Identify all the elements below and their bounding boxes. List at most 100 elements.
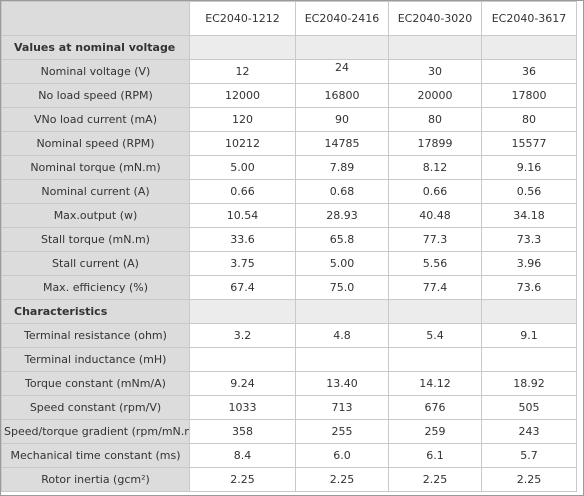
- table-row: Terminal inductance (mH): [1, 347, 577, 372]
- column-header: EC2040-2416: [295, 1, 389, 36]
- value-cell: 36: [481, 59, 577, 84]
- table-row: Nominal current (A) 0.66 0.68 0.66 0.56: [1, 179, 577, 204]
- value-cell: 9.16: [481, 155, 577, 180]
- row-label: Max.output (w): [1, 203, 190, 228]
- value-cell: 33.6: [189, 227, 296, 252]
- row-label: Nominal voltage (V): [1, 59, 190, 84]
- value-cell: 5.4: [388, 323, 482, 348]
- value-cell: 3.75: [189, 251, 296, 276]
- value-cell: 17899: [388, 131, 482, 156]
- value-cell: 6.0: [295, 443, 389, 468]
- value-cell: 8.12: [388, 155, 482, 180]
- row-label: Stall torque (mN.m): [1, 227, 190, 252]
- row-label: Terminal resistance (ohm): [1, 323, 190, 348]
- value-cell: 0.66: [189, 179, 296, 204]
- value-cell: 1033: [189, 395, 296, 420]
- corner-cell: [1, 1, 190, 36]
- header-row: EC2040-1212 EC2040-2416 EC2040-3020 EC20…: [1, 1, 577, 36]
- value-cell: 4.8: [295, 323, 389, 348]
- table-row: Stall current (A) 3.75 5.00 5.56 3.96: [1, 251, 577, 276]
- value-cell: 13.40: [295, 371, 389, 396]
- column-header: EC2040-1212: [189, 1, 296, 36]
- value-cell: 6.1: [388, 443, 482, 468]
- value-cell: 255: [295, 419, 389, 444]
- row-label: Nominal speed (RPM): [1, 131, 190, 156]
- table-row: Rotor inertia (gcm²) 2.25 2.25 2.25 2.25: [1, 467, 577, 492]
- value-cell: 5.7: [481, 443, 577, 468]
- value-cell: 12000: [189, 83, 296, 108]
- value-cell: 3.2: [189, 323, 296, 348]
- value-cell: 34.18: [481, 203, 577, 228]
- value-cell: 2.25: [295, 467, 389, 492]
- value-cell: 67.4: [189, 275, 296, 300]
- table-row: No load speed (RPM) 12000 16800 20000 17…: [1, 83, 577, 108]
- value-cell: 90: [295, 107, 389, 132]
- row-label: VNo load current (mA): [1, 107, 190, 132]
- table-row: Torque constant (mNm/A) 9.24 13.40 14.12…: [1, 371, 577, 396]
- value-cell: 9.24: [189, 371, 296, 396]
- row-label: Stall current (A): [1, 251, 190, 276]
- value-cell: 24: [295, 59, 389, 84]
- section-title: Characteristics: [1, 299, 190, 324]
- section-header-row: Characteristics: [1, 299, 577, 324]
- section-header-row: Values at nominal voltage: [1, 35, 577, 60]
- value-cell: 20000: [388, 83, 482, 108]
- row-label: No load speed (RPM): [1, 83, 190, 108]
- table-row: Speed/torque gradient (rpm/mN.m) 358 255…: [1, 419, 577, 444]
- row-label: Mechanical time constant (ms): [1, 443, 190, 468]
- value-cell: 73.6: [481, 275, 577, 300]
- value-cell: 505: [481, 395, 577, 420]
- value-cell: 77.3: [388, 227, 482, 252]
- value-cell: 676: [388, 395, 482, 420]
- value-cell: 2.25: [189, 467, 296, 492]
- table-row: Nominal torque (mN.m) 5.00 7.89 8.12 9.1…: [1, 155, 577, 180]
- section-title: Values at nominal voltage: [1, 35, 190, 60]
- value-cell: 5.56: [388, 251, 482, 276]
- table-row: Max.output (w) 10.54 28.93 40.48 34.18: [1, 203, 577, 228]
- motor-spec-table: EC2040-1212 EC2040-2416 EC2040-3020 EC20…: [1, 1, 577, 492]
- value-cell: 2.25: [481, 467, 577, 492]
- section-fill-cell: [295, 35, 389, 60]
- value-cell: 75.0: [295, 275, 389, 300]
- value-cell: 713: [295, 395, 389, 420]
- table-row: Max. efficiency (%) 67.4 75.0 77.4 73.6: [1, 275, 577, 300]
- value-cell: 5.00: [189, 155, 296, 180]
- table-row: Nominal voltage (V) 12 24 30 36: [1, 59, 577, 84]
- section-fill-cell: [481, 299, 577, 324]
- section-fill-cell: [388, 35, 482, 60]
- table-row: Mechanical time constant (ms) 8.4 6.0 6.…: [1, 443, 577, 468]
- section-fill-cell: [189, 299, 296, 324]
- value-cell: 17800: [481, 83, 577, 108]
- value-cell: 10.54: [189, 203, 296, 228]
- row-label: Nominal current (A): [1, 179, 190, 204]
- value-cell: 7.89: [295, 155, 389, 180]
- column-header: EC2040-3020: [388, 1, 482, 36]
- value-cell: 15577: [481, 131, 577, 156]
- value-cell: [388, 347, 482, 372]
- table-row: Speed constant (rpm/V) 1033 713 676 505: [1, 395, 577, 420]
- row-label: Rotor inertia (gcm²): [1, 467, 190, 492]
- value-cell: [481, 347, 577, 372]
- value-cell: 259: [388, 419, 482, 444]
- value-cell: 243: [481, 419, 577, 444]
- row-label: Nominal torque (mN.m): [1, 155, 190, 180]
- value-cell: 14.12: [388, 371, 482, 396]
- row-label: Torque constant (mNm/A): [1, 371, 190, 396]
- value-cell: 16800: [295, 83, 389, 108]
- section-fill-cell: [481, 35, 577, 60]
- value-cell: 18.92: [481, 371, 577, 396]
- value-cell: 9.1: [481, 323, 577, 348]
- row-label: Terminal inductance (mH): [1, 347, 190, 372]
- table-row: Stall torque (mN.m) 33.6 65.8 77.3 73.3: [1, 227, 577, 252]
- row-label: Speed constant (rpm/V): [1, 395, 190, 420]
- value-cell: 80: [481, 107, 577, 132]
- value-cell: 2.25: [388, 467, 482, 492]
- value-cell: 14785: [295, 131, 389, 156]
- value-cell: 77.4: [388, 275, 482, 300]
- section-fill-cell: [388, 299, 482, 324]
- value-cell: 80: [388, 107, 482, 132]
- value-cell: 0.56: [481, 179, 577, 204]
- value-cell: 8.4: [189, 443, 296, 468]
- value-cell: [189, 347, 296, 372]
